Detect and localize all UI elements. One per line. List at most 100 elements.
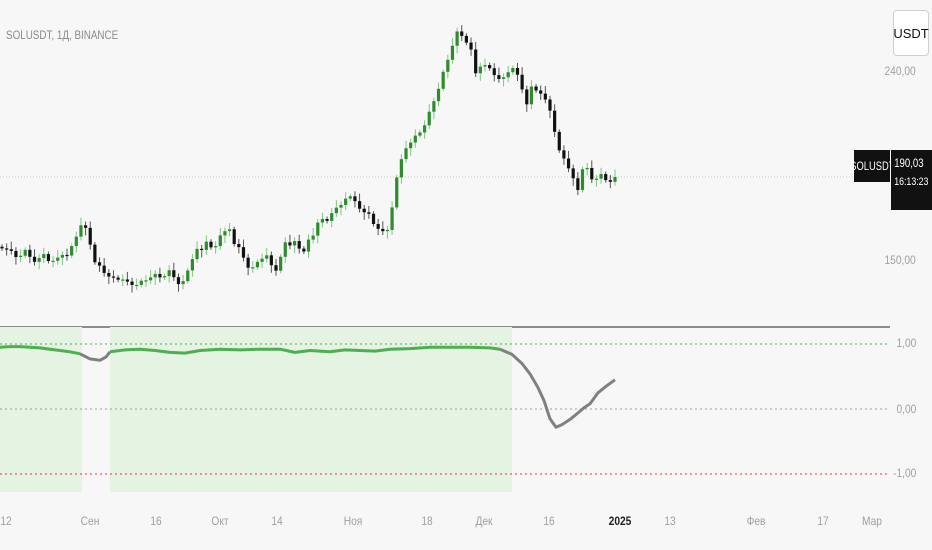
candle-body: [116, 277, 120, 280]
candle-body: [348, 196, 352, 199]
candle-body: [265, 255, 269, 259]
candle-body: [566, 158, 571, 169]
candle-body: [214, 246, 218, 248]
time-label-17: 17: [817, 514, 829, 528]
candle-body: [553, 110, 557, 132]
indicator-line-positive-b: [109, 345, 501, 355]
candle-body: [204, 241, 208, 250]
candle-body: [139, 280, 143, 285]
candle-body: [42, 254, 46, 259]
candle-body: [576, 178, 580, 191]
candle-body: [0, 246, 4, 249]
candle-body: [557, 131, 561, 151]
candle-body: [381, 228, 385, 232]
candle-body: [311, 235, 315, 240]
indicator-tick-0: 0,00: [896, 402, 916, 416]
candle-body: [432, 101, 436, 112]
candle-body: [497, 75, 501, 79]
candle-body: [251, 267, 255, 269]
candle-body: [488, 65, 492, 69]
candle-body: [144, 280, 148, 282]
candle-body: [5, 248, 9, 250]
candle-body: [585, 167, 589, 170]
candle-body: [97, 262, 102, 266]
candle-body: [371, 213, 376, 225]
candle-body: [492, 68, 496, 76]
candle-body: [111, 276, 116, 278]
candle-body: [534, 86, 538, 91]
time-label-14: 14: [271, 514, 283, 528]
candle-body: [125, 279, 129, 282]
candle-body: [23, 249, 27, 256]
candle-body: [464, 35, 468, 43]
candle-body: [302, 248, 306, 252]
candle-body: [506, 72, 510, 78]
candle-body: [83, 225, 88, 228]
candle-body: [418, 132, 422, 136]
time-label-18: 18: [421, 514, 433, 528]
indicator-line-neutral-a: [79, 350, 112, 362]
candle-body: [316, 222, 320, 236]
candle-body: [515, 68, 520, 75]
candle-body: [200, 248, 204, 251]
indicator-line-neutral-b: [499, 347, 616, 429]
bar-countdown: 16:13:23: [894, 176, 929, 188]
candle-body: [409, 142, 413, 149]
time-label-2025: 2025: [608, 514, 632, 528]
candle-body: [613, 177, 617, 182]
candle-body: [362, 208, 366, 213]
candle-body: [474, 49, 478, 74]
candle-body: [70, 246, 74, 256]
time-label-feb: Фев: [746, 514, 766, 528]
candle-body: [158, 274, 162, 278]
candle-body: [450, 45, 455, 60]
candle-body: [376, 224, 380, 229]
time-label-16b: 16: [543, 514, 555, 528]
candle-body: [501, 77, 506, 79]
candle-body: [446, 59, 450, 72]
candle-body: [413, 135, 417, 143]
symbol-price-tag: SOLUSDT: [850, 150, 894, 182]
indicator-tick-minus-1: -1,00: [892, 466, 916, 480]
candle-body: [51, 260, 55, 262]
candle-body: [390, 207, 394, 230]
currency-button[interactable]: USDT: [893, 10, 929, 56]
candle-body: [441, 71, 445, 89]
indicator-tick-1: 1,00: [896, 336, 916, 350]
price-tick-240: 240,00: [884, 64, 916, 78]
candle-body: [539, 90, 543, 94]
candle-body: [274, 265, 278, 271]
candle-body: [162, 276, 167, 278]
candle-body: [79, 225, 83, 237]
candle-body: [455, 31, 459, 46]
candle-body: [344, 198, 348, 205]
candle-body: [320, 219, 325, 223]
candle-body: [218, 235, 222, 247]
candle-body: [395, 177, 399, 208]
time-label-12: 12: [0, 514, 12, 528]
candle-body: [529, 86, 534, 105]
time-label-16: 16: [150, 514, 162, 528]
candle-body: [88, 227, 92, 245]
time-label-sep: Сен: [80, 514, 100, 528]
candle-body: [511, 68, 515, 73]
candle-body: [149, 277, 153, 281]
candle-body: [227, 229, 232, 232]
time-label-oct: Окт: [211, 514, 229, 528]
symbol-info: SOLUSDT, 1Д, BINANCE: [6, 28, 119, 42]
candle-body: [135, 284, 139, 287]
last-price-tag: 190,03 16:13:23: [891, 150, 932, 210]
candle-body: [195, 248, 199, 260]
candle-body: [460, 31, 464, 36]
candle-body: [56, 257, 60, 261]
candle-body: [167, 270, 171, 277]
candle-body: [288, 242, 292, 246]
candle-body: [186, 270, 190, 282]
candle-body: [478, 66, 482, 74]
candle-body: [28, 249, 32, 257]
candle-body: [404, 148, 408, 160]
candle-body: [483, 65, 487, 67]
candle-body: [353, 196, 357, 202]
indicator-line-positive-a: [0, 345, 81, 356]
candle-body: [46, 254, 51, 261]
